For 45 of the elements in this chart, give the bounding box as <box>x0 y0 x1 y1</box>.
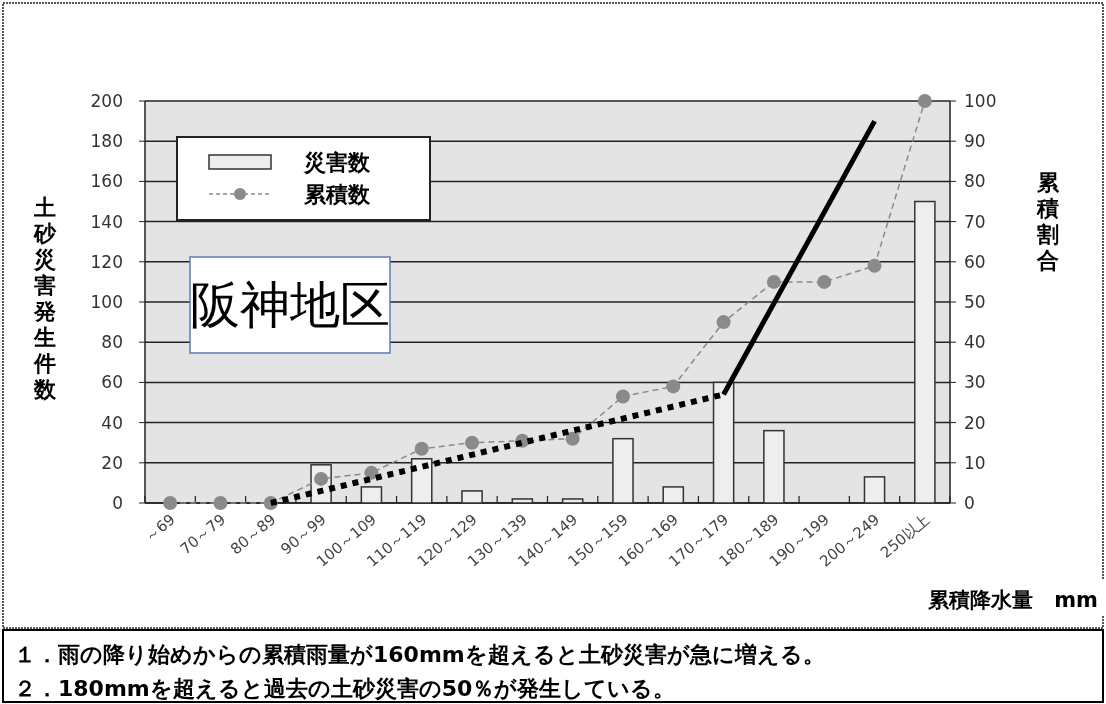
y2-tick-label: 40 <box>964 332 986 353</box>
x-tick-label: ～69 <box>141 510 179 546</box>
y-tick-label: 140 <box>90 211 123 232</box>
y2-tick-label: 70 <box>964 211 986 232</box>
y2-tick-label: 0 <box>964 493 975 513</box>
y2-tick-label: 100 <box>964 91 997 111</box>
x-tick-label: 80～89 <box>227 510 280 559</box>
point <box>817 274 832 289</box>
point <box>163 496 178 510</box>
point <box>213 496 228 510</box>
y-tick-label: 60 <box>101 372 123 393</box>
y-tick-label: 40 <box>101 412 123 433</box>
point <box>615 389 630 404</box>
point <box>716 315 731 330</box>
y-tick-label: 0 <box>112 493 123 513</box>
point <box>766 274 781 289</box>
text: 阪神地区 <box>190 276 390 334</box>
text: ２．180mmを超えると過去の土砂災害の50％が発生している。 <box>14 676 676 701</box>
legend-label: 累積数 <box>303 182 371 207</box>
text: １．雨の降り始めからの累積雨量が160mmを超えると土砂災害が急に増える。 <box>14 642 825 667</box>
y2-tick-label: 80 <box>964 171 986 192</box>
point <box>666 379 681 394</box>
y-tick-label: 80 <box>101 332 123 353</box>
y-tick-label: 120 <box>90 251 123 272</box>
y-tick-label: 100 <box>90 292 123 312</box>
x-axis-title: 累積降水量 mm <box>927 588 1098 612</box>
y2-tick-label: 10 <box>964 452 986 473</box>
y-tick-label: 20 <box>101 452 123 473</box>
point <box>565 431 580 446</box>
vlabel: 土砂災害発生件数 <box>34 195 56 402</box>
y2-tick-label: 50 <box>964 292 986 312</box>
y2-tick-label: 20 <box>964 412 986 433</box>
y-tick-label: 160 <box>90 171 123 192</box>
y-tick-label: 200 <box>90 91 123 111</box>
y-tick-label: 180 <box>90 131 123 152</box>
y2-tick-label: 90 <box>964 131 986 152</box>
point <box>414 441 429 456</box>
point <box>867 258 882 273</box>
x-tick-label: 70～79 <box>176 510 230 559</box>
y2-tick-label: 30 <box>964 372 986 393</box>
vlabel: 累積割合 <box>1037 170 1059 273</box>
legend-label: 災害数 <box>303 150 371 175</box>
point <box>917 94 932 108</box>
point <box>465 435 480 450</box>
y2-tick-label: 60 <box>964 251 986 272</box>
